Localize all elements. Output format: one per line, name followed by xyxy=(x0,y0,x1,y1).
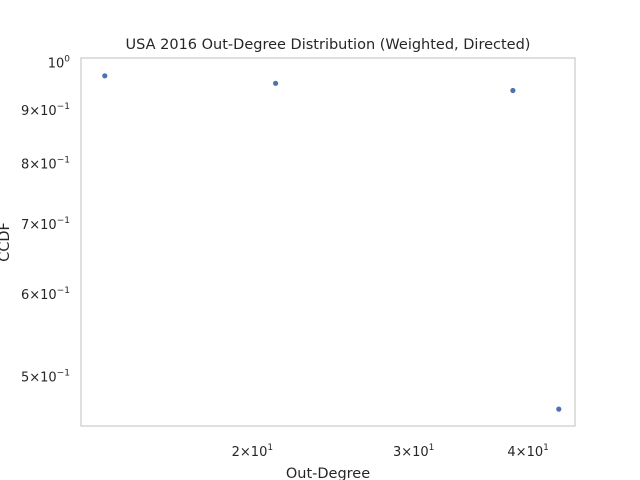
x-tick-label: 3×101 xyxy=(393,443,434,460)
y-tick-label: 8×10−1 xyxy=(21,156,70,173)
y-tick-label: 100 xyxy=(48,55,71,72)
y-tick-label: 5×10−1 xyxy=(21,368,70,385)
x-axis-label: Out-Degree xyxy=(286,466,370,480)
y-tick-label: 6×10−1 xyxy=(21,286,70,303)
data-point xyxy=(102,73,108,79)
y-tick-label: 7×10−1 xyxy=(21,216,70,233)
x-tick-label: 2×101 xyxy=(232,443,273,460)
tick-labels: 2×101 3×101 4×101 5×10−1 6×10−1 7×10−1 8×10−1 9… xyxy=(21,55,549,460)
data-points xyxy=(102,73,562,412)
plot-frame xyxy=(80,57,576,427)
data-point xyxy=(556,406,562,412)
x-tick-label: 4×101 xyxy=(507,443,548,460)
data-point xyxy=(510,87,516,94)
y-tick-label: 9×10−1 xyxy=(21,102,70,119)
chart-title: USA 2016 Out-Degree Distribution (Weight… xyxy=(126,37,531,53)
data-point xyxy=(273,80,279,86)
y-axis-label: CCDF xyxy=(0,222,13,262)
